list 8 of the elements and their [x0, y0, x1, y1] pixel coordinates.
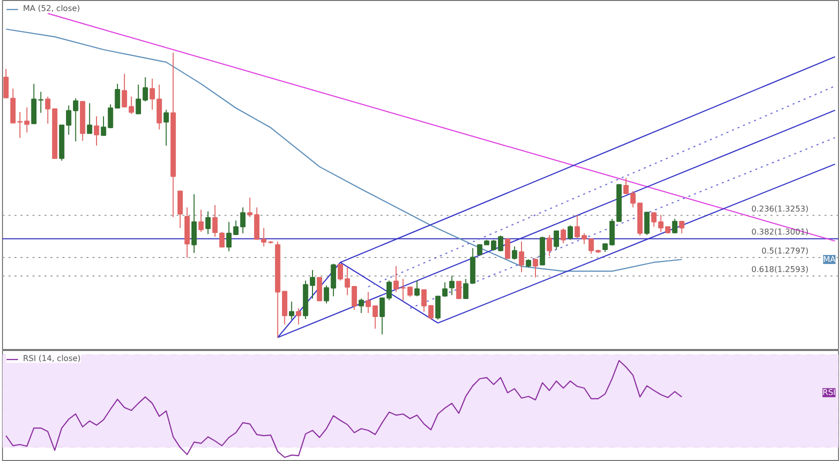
annotation: MA — [823, 255, 836, 264]
annotation: 0.382(1.3001) — [751, 228, 809, 237]
annotation: 0.5(1.2797) — [762, 246, 809, 256]
annotation: RSI — [822, 388, 836, 398]
legend-label: MA (52, close) — [23, 4, 80, 13]
legend-label: RSI (14, close) — [23, 354, 81, 363]
annotation: 0.618(1.2593) — [751, 265, 809, 274]
annotation: 0.236(1.3253) — [751, 204, 809, 214]
